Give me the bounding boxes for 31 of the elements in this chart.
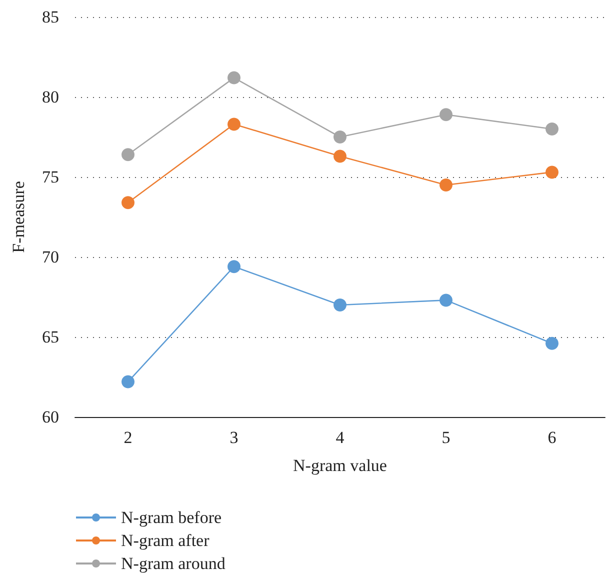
y-tick-label: 65	[42, 328, 59, 346]
point	[546, 336, 558, 350]
point	[440, 108, 452, 122]
point	[122, 196, 134, 210]
point	[334, 298, 346, 312]
x-tick-label: 3	[230, 428, 238, 447]
point	[228, 71, 240, 84]
y-tick-label: 70	[42, 248, 59, 266]
y-tick-label: 85	[42, 8, 59, 26]
y-tick-label: 80	[42, 88, 59, 106]
legend-label: N-gram before	[121, 508, 222, 527]
x-tick-label: 5	[442, 428, 450, 447]
x-tick-label: 6	[548, 428, 556, 447]
y-tick-label: 75	[42, 168, 59, 186]
y-axis-title: F-measure	[9, 181, 28, 253]
point	[334, 150, 346, 163]
y-tick-label: 60	[42, 408, 59, 426]
legend-label: N-gram around	[121, 554, 226, 573]
point	[122, 148, 134, 162]
x-tick-label: 2	[124, 428, 132, 447]
legend-label: N-gram after	[121, 531, 210, 550]
point	[334, 130, 346, 144]
point	[228, 118, 240, 131]
point	[546, 166, 558, 179]
x-tick-label: 4	[336, 428, 345, 447]
x-axis-title: N-gram value	[293, 456, 387, 475]
point	[440, 294, 452, 307]
point	[440, 178, 452, 192]
point	[122, 375, 134, 388]
point	[228, 260, 240, 274]
point	[546, 122, 558, 136]
